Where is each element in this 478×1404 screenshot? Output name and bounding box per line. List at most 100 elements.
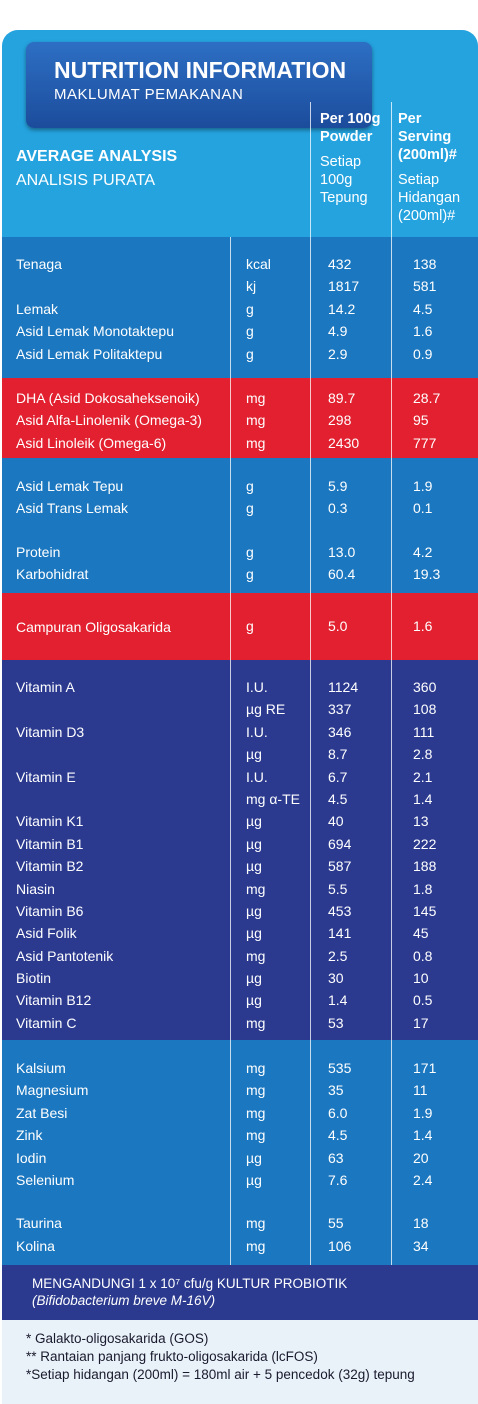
unit: µg RE bbox=[246, 701, 286, 718]
per-serving: 1.4 bbox=[413, 1127, 433, 1144]
nutrient-name: Niasin bbox=[16, 880, 55, 897]
header-line: (200ml)# bbox=[398, 147, 457, 163]
per-100g: 141 bbox=[328, 925, 352, 942]
unit: mg bbox=[246, 1215, 266, 1232]
nutrient-name: Asid Folik bbox=[16, 925, 77, 942]
nutrient-name: Vitamin B1 bbox=[16, 835, 84, 852]
per-100g: 6.0 bbox=[328, 1104, 348, 1121]
nutrient-name: Asid Alfa-Linolenik (Omega-3) bbox=[16, 412, 202, 429]
per-serving: 0.8 bbox=[413, 947, 433, 964]
nutrient-row: mg α-TE 4.5 1.4 bbox=[2, 788, 478, 810]
unit: mg bbox=[246, 1060, 266, 1076]
unit: µg bbox=[246, 992, 262, 1009]
row-group: Campuran Oligosakarida(90% GOS*, 10% lcF… bbox=[2, 604, 478, 680]
nutrient-row: Asid Lemak Politaktepu g 2.9 0.9 bbox=[2, 343, 478, 365]
subtitle: MAKLUMAT PEMAKANAN bbox=[54, 86, 244, 103]
nutrient-row: Kolina mg 106 34 bbox=[2, 1235, 478, 1257]
header-line: 100g bbox=[320, 172, 353, 188]
footnotes: * Galakto-oligosakarida (GOS) ** Rantaian… bbox=[26, 1330, 415, 1384]
unit: g bbox=[246, 618, 254, 634]
per-serving: 2.1 bbox=[413, 768, 433, 785]
nutrient-name: Zat Besi bbox=[16, 1104, 68, 1121]
nutrient-row: Campuran Oligosakarida(90% GOS*, 10% lcF… bbox=[2, 604, 478, 680]
unit: mg bbox=[246, 434, 266, 451]
nutrient-name: Asid Pantotenik bbox=[16, 947, 114, 964]
per-100g: 535 bbox=[328, 1060, 352, 1076]
section: Vitamin A I.U. 1124 360 µg RE 337 108 Vitamin D… bbox=[2, 660, 478, 1040]
unit: µg bbox=[246, 746, 262, 763]
nutrient-name: Kolina bbox=[16, 1237, 55, 1254]
column-header-en: Per Serving (200ml)# bbox=[398, 110, 478, 164]
row-group: Protein g 13.0 4.2 Karbohidrat g 60.4 19.3 bbox=[2, 541, 478, 586]
per-100g: 106 bbox=[328, 1237, 352, 1254]
title-tab: NUTRITION INFORMATION MAKLUMAT PEMAKANAN bbox=[26, 42, 372, 128]
per-100g: 4.5 bbox=[328, 1127, 348, 1144]
row-group: Vitamin A I.U. 1124 360 µg RE 337 108 Vitamin D… bbox=[2, 676, 478, 1034]
per-serving: 20 bbox=[413, 1149, 429, 1166]
nutrient-row: µg 8.7 2.8 bbox=[2, 743, 478, 765]
per-serving: 13 bbox=[413, 813, 429, 830]
per-100g: 13.0 bbox=[328, 543, 356, 560]
per-serving: 45 bbox=[413, 925, 429, 942]
nutrient-row: DHA (Asid Dokosaheksenoik) mg 89.7 28.7 bbox=[2, 387, 478, 409]
nutrient-row: Lemak g 14.2 4.5 bbox=[2, 298, 478, 320]
unit: µg bbox=[246, 925, 262, 942]
per-serving: 11 bbox=[413, 1082, 428, 1099]
per-100g: 453 bbox=[328, 902, 352, 919]
header-line: Powder bbox=[320, 129, 373, 145]
header-line: Hidangan bbox=[398, 190, 461, 206]
nutrient-name: Vitamin B6 bbox=[16, 902, 84, 919]
row-group: Asid Lemak Tepu g 5.9 1.9 Asid Trans Lemak g 0… bbox=[2, 475, 478, 520]
nutrient-row: Asid Alfa-Linolenik (Omega-3) mg 298 95 bbox=[2, 409, 478, 431]
nutrient-name: Zink bbox=[16, 1127, 43, 1144]
nutrient-row: Zat Besi mg 6.0 1.9 bbox=[2, 1102, 478, 1124]
unit: µg bbox=[246, 1149, 262, 1166]
nutrient-name: Asid Lemak Monotaktepu bbox=[16, 323, 174, 340]
per-serving: 108 bbox=[413, 701, 437, 718]
unit: kj bbox=[246, 278, 257, 295]
nutrient-row: kj 1817 581 bbox=[2, 275, 478, 297]
per-100g: 5.5 bbox=[328, 880, 348, 897]
unit: mg bbox=[246, 1127, 266, 1144]
unit: µg bbox=[246, 835, 262, 852]
analysis-heading: AVERAGE ANALYSIS ANALISIS PURATA bbox=[16, 145, 177, 193]
per-serving: 17 bbox=[413, 1014, 429, 1031]
per-serving: 0.1 bbox=[413, 500, 433, 517]
unit: mg α-TE bbox=[246, 790, 300, 807]
per-serving: 95 bbox=[413, 412, 429, 429]
unit: I.U. bbox=[246, 723, 268, 740]
probiotic-note: MENGANDUNGI 1 x 10⁷ cfu/g KULTUR PROBIOT… bbox=[2, 1265, 478, 1320]
per-100g: 53 bbox=[328, 1014, 344, 1031]
per-serving: 0.5 bbox=[413, 992, 433, 1009]
nutrient-name: Tenaga bbox=[16, 256, 62, 272]
section: Kalsium mg 535 171 Magnesium mg 35 11 Zat Besi mg… bbox=[2, 1040, 478, 1265]
header-line: Per Serving bbox=[398, 111, 452, 145]
column-divider bbox=[310, 102, 311, 1265]
nutrient-row: Taurina mg 55 18 bbox=[2, 1212, 478, 1234]
nutrient-name: Vitamin D3 bbox=[16, 723, 85, 740]
per-serving: 2.8 bbox=[413, 746, 433, 763]
per-100g: 337 bbox=[328, 701, 352, 718]
nutrient-row: Iodin µg 63 20 bbox=[2, 1147, 478, 1169]
column-header: Per Serving (200ml)# Setiap Hidangan (200ml)… bbox=[398, 110, 478, 225]
nutrient-row: Asid Lemak Monotaktepu g 4.9 1.6 bbox=[2, 320, 478, 342]
unit: µg bbox=[246, 970, 262, 987]
header-line: Setiap bbox=[320, 154, 362, 170]
title: NUTRITION INFORMATION bbox=[54, 57, 347, 83]
nutrient-name: Asid Lemak Tepu bbox=[16, 478, 124, 494]
nutrient-name: Vitamin K1 bbox=[16, 813, 84, 830]
nutrient-row: Vitamin E I.U. 6.7 2.1 bbox=[2, 766, 478, 788]
per-100g: 55 bbox=[328, 1215, 344, 1232]
unit: g bbox=[246, 300, 254, 317]
nutrient-row: Vitamin K1 µg 40 13 bbox=[2, 810, 478, 832]
unit: mg bbox=[246, 1104, 266, 1121]
nutrient-name: Biotin bbox=[16, 970, 52, 987]
nutrient-row: Vitamin B6 µg 453 145 bbox=[2, 900, 478, 922]
panel: NUTRITION INFORMATION MAKLUMAT PEMAKANAN… bbox=[2, 30, 478, 1404]
unit: mg bbox=[246, 1237, 266, 1254]
per-serving: 10 bbox=[413, 970, 429, 987]
header-line: (200ml)# bbox=[398, 208, 456, 224]
per-100g: 63 bbox=[328, 1149, 344, 1166]
nutrient-row: Biotin µg 30 10 bbox=[2, 967, 478, 989]
per-serving: 1.6 bbox=[413, 323, 433, 340]
